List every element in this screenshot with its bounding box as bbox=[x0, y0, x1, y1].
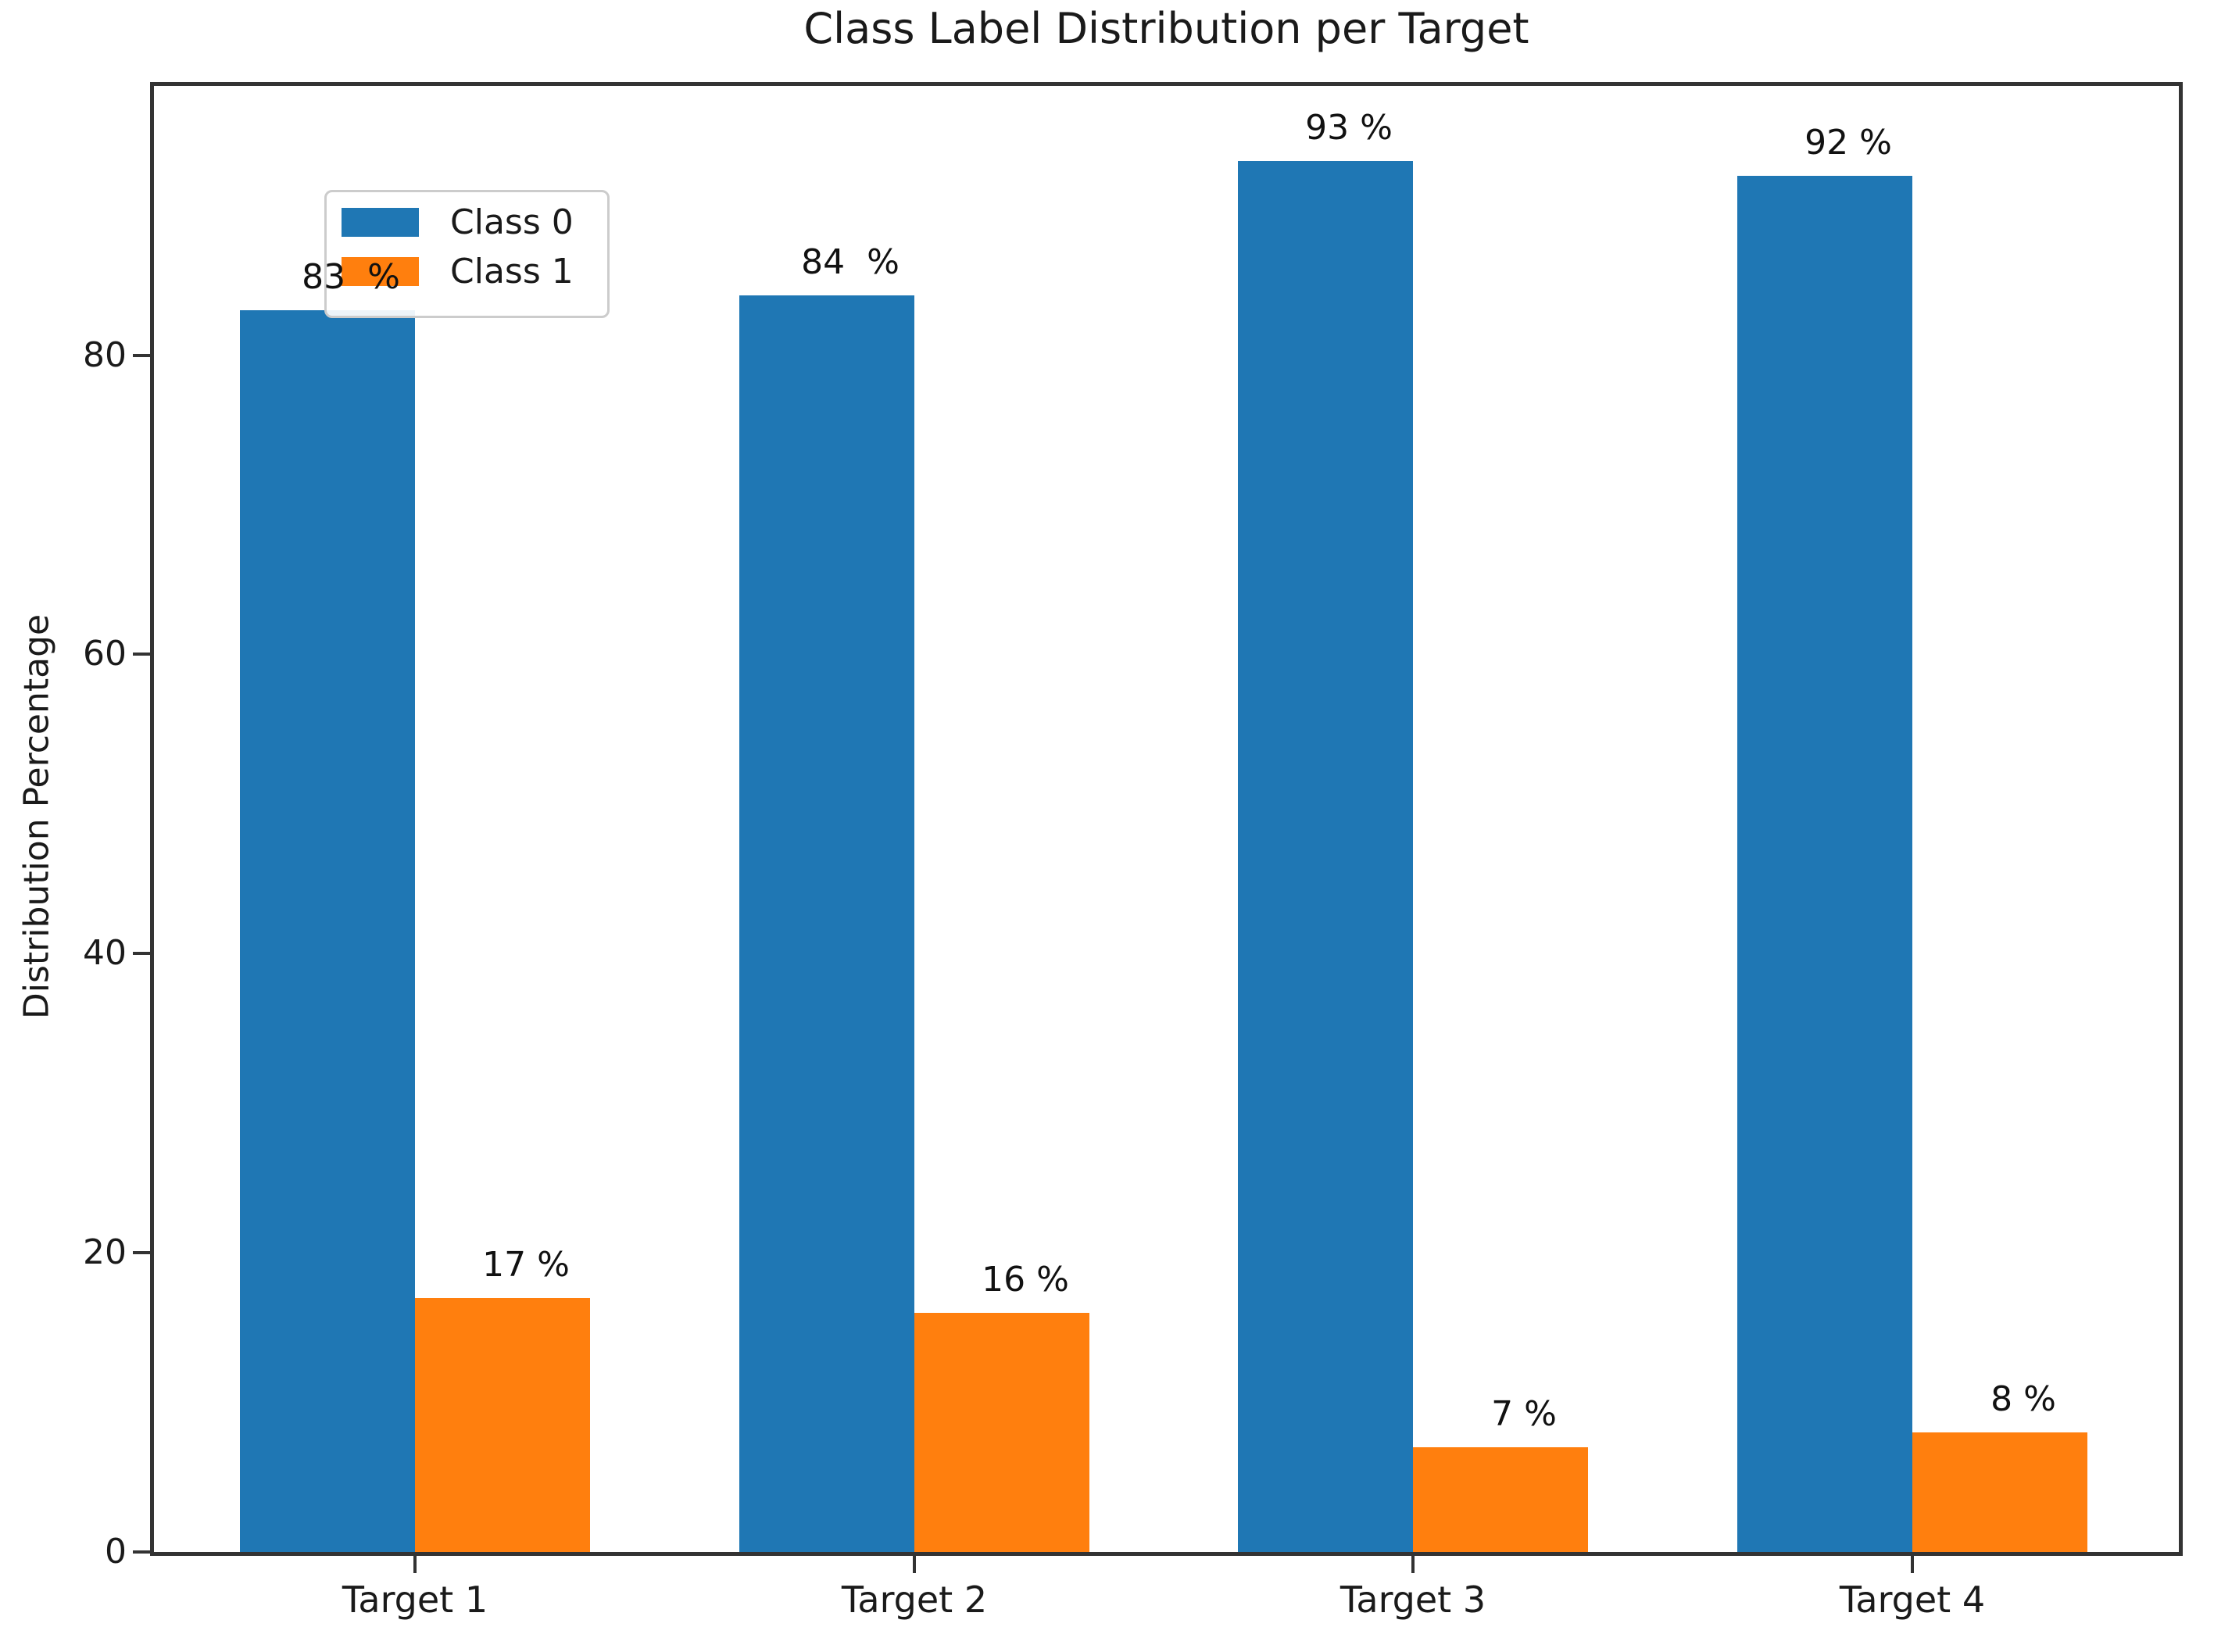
y-tick-mark-80 bbox=[133, 354, 150, 357]
bar-class-1-target-4 bbox=[1912, 1432, 2087, 1552]
legend: Class 0 Class 1 bbox=[324, 190, 610, 318]
bar-value-label-class-1-target-4: 8 % bbox=[1990, 1379, 2056, 1419]
x-tick-mark-target-3 bbox=[1411, 1556, 1415, 1573]
legend-swatch-class-0 bbox=[342, 208, 419, 237]
bar-value-label-class-1-target-2: 16 % bbox=[982, 1260, 1069, 1300]
x-tick-mark-target-2 bbox=[913, 1556, 916, 1573]
x-tick-label-target-1: Target 1 bbox=[342, 1579, 488, 1621]
y-tick-label-0: 0 bbox=[105, 1532, 127, 1572]
legend-label-class-1: Class 1 bbox=[450, 251, 574, 291]
bar-value-label-class-1-target-3: 7 % bbox=[1491, 1394, 1557, 1434]
chart-title: Class Label Distribution per Target bbox=[803, 4, 1529, 53]
y-tick-label-20: 20 bbox=[83, 1232, 127, 1272]
legend-swatch-class-1 bbox=[342, 257, 419, 286]
plot-area: Class 0 Class 1 bbox=[150, 82, 2183, 1556]
x-tick-label-target-4: Target 4 bbox=[1839, 1579, 1986, 1621]
y-tick-mark-0 bbox=[133, 1550, 150, 1554]
bar-class-1-target-3 bbox=[1413, 1447, 1588, 1552]
bar-class-0-target-1 bbox=[240, 310, 415, 1552]
bar-class-0-target-4 bbox=[1737, 176, 1912, 1552]
bar-value-label-class-0-target-2: 84 % bbox=[801, 242, 900, 282]
bar-class-0-target-2 bbox=[739, 295, 914, 1552]
y-tick-mark-20 bbox=[133, 1251, 150, 1254]
y-tick-label-40: 40 bbox=[83, 933, 127, 973]
bar-value-label-class-1-target-1: 17 % bbox=[482, 1245, 570, 1285]
legend-entry-class-0: Class 0 bbox=[342, 202, 607, 242]
x-tick-label-target-2: Target 2 bbox=[841, 1579, 988, 1621]
x-tick-label-target-3: Target 3 bbox=[1339, 1579, 1486, 1621]
y-tick-mark-60 bbox=[133, 653, 150, 656]
bar-value-label-class-0-target-1: 83 % bbox=[302, 257, 400, 297]
legend-entry-class-1: Class 1 bbox=[342, 251, 607, 291]
bar-class-1-target-2 bbox=[914, 1313, 1089, 1552]
bar-value-label-class-0-target-4: 92 % bbox=[1804, 123, 1892, 163]
legend-label-class-0: Class 0 bbox=[450, 202, 574, 242]
x-tick-mark-target-1 bbox=[413, 1556, 417, 1573]
y-tick-mark-40 bbox=[133, 952, 150, 955]
bar-class-1-target-1 bbox=[415, 1298, 590, 1552]
bar-value-label-class-0-target-3: 93 % bbox=[1305, 108, 1393, 148]
x-tick-mark-target-4 bbox=[1911, 1556, 1914, 1573]
y-tick-label-60: 60 bbox=[83, 634, 127, 674]
y-tick-label-80: 80 bbox=[83, 335, 127, 375]
bar-class-0-target-3 bbox=[1238, 161, 1413, 1552]
